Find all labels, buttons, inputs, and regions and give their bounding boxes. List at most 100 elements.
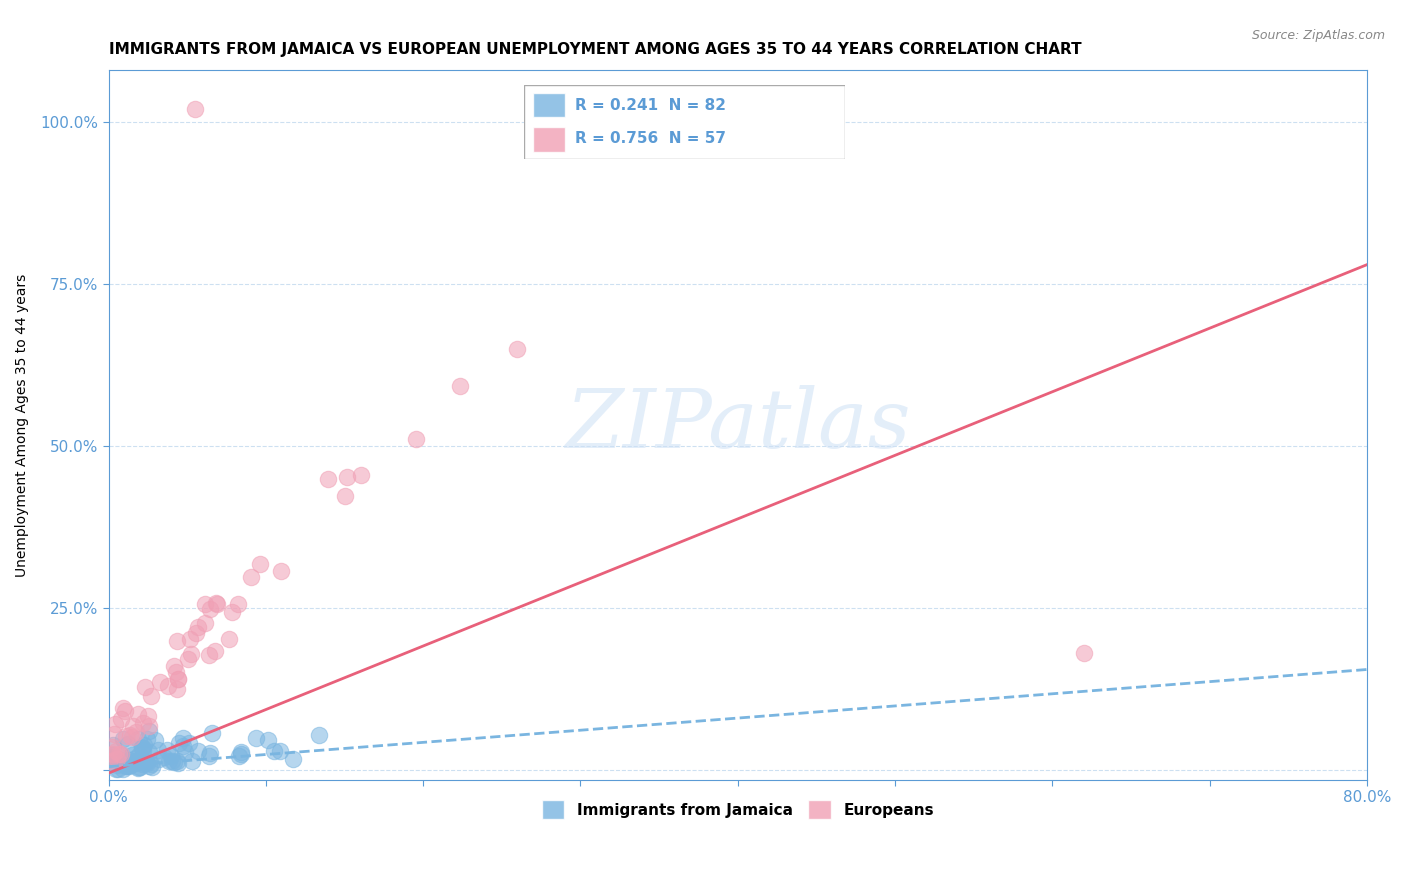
Point bbox=[139, 757, 162, 772]
Point bbox=[115, 755, 138, 769]
Point bbox=[111, 701, 134, 715]
Point bbox=[141, 759, 163, 773]
Point bbox=[122, 754, 145, 768]
Point bbox=[105, 758, 128, 772]
Point bbox=[98, 754, 121, 768]
Point bbox=[229, 746, 252, 760]
Point bbox=[118, 759, 141, 773]
Point bbox=[166, 682, 188, 697]
Legend: Immigrants from Jamaica, Europeans: Immigrants from Jamaica, Europeans bbox=[536, 794, 939, 825]
Point bbox=[316, 472, 339, 486]
Point bbox=[269, 744, 291, 758]
Point bbox=[139, 690, 162, 704]
Point bbox=[157, 679, 180, 693]
Point bbox=[204, 644, 226, 658]
Point bbox=[239, 570, 262, 584]
Point bbox=[163, 658, 186, 673]
Point bbox=[122, 756, 145, 770]
Point bbox=[101, 747, 124, 762]
Point bbox=[124, 755, 146, 769]
Point bbox=[201, 726, 224, 740]
Point bbox=[149, 675, 172, 690]
Point bbox=[105, 762, 128, 776]
Point bbox=[180, 754, 202, 768]
Point bbox=[115, 759, 138, 773]
Y-axis label: Unemployment Among Ages 35 to 44 years: Unemployment Among Ages 35 to 44 years bbox=[15, 273, 30, 576]
Point bbox=[101, 739, 124, 754]
Point bbox=[122, 719, 145, 733]
Point bbox=[207, 597, 229, 611]
Point bbox=[127, 707, 149, 722]
Point bbox=[124, 725, 146, 739]
Point bbox=[136, 709, 159, 723]
Point bbox=[131, 741, 153, 756]
Point bbox=[135, 732, 157, 747]
Point bbox=[104, 716, 127, 731]
Point bbox=[198, 747, 221, 761]
Point bbox=[105, 744, 128, 758]
Point bbox=[187, 744, 209, 758]
Point bbox=[128, 755, 150, 769]
Point bbox=[160, 749, 183, 764]
Point bbox=[221, 605, 243, 619]
Point bbox=[172, 739, 194, 753]
Point bbox=[127, 760, 149, 774]
Point bbox=[146, 743, 169, 757]
Point bbox=[281, 752, 304, 766]
Point bbox=[108, 752, 131, 766]
Point bbox=[229, 747, 252, 761]
Point bbox=[449, 379, 471, 393]
Point bbox=[98, 752, 121, 766]
Point bbox=[179, 736, 201, 750]
Point bbox=[128, 747, 150, 762]
Point bbox=[122, 752, 145, 766]
Point bbox=[143, 732, 166, 747]
Point bbox=[107, 762, 129, 776]
Point bbox=[194, 615, 217, 630]
Point bbox=[117, 737, 139, 751]
Point bbox=[167, 756, 190, 771]
Point bbox=[105, 755, 128, 769]
Point bbox=[135, 756, 157, 770]
Point bbox=[197, 748, 219, 763]
Point bbox=[270, 564, 292, 578]
Point bbox=[205, 597, 228, 611]
Point bbox=[121, 756, 143, 771]
Point bbox=[350, 468, 373, 483]
Point bbox=[120, 757, 142, 772]
Point bbox=[336, 470, 359, 484]
Point bbox=[127, 732, 149, 747]
Point bbox=[100, 754, 122, 768]
Point bbox=[132, 755, 155, 769]
Point bbox=[187, 620, 209, 634]
Point bbox=[228, 597, 250, 611]
Point bbox=[131, 740, 153, 755]
Point bbox=[132, 743, 155, 757]
Point bbox=[179, 632, 201, 646]
Point bbox=[172, 731, 194, 745]
Point bbox=[118, 758, 141, 772]
Text: Source: ZipAtlas.com: Source: ZipAtlas.com bbox=[1251, 29, 1385, 42]
Point bbox=[198, 601, 221, 615]
Point bbox=[194, 597, 217, 611]
Point bbox=[103, 755, 125, 769]
Point bbox=[167, 672, 190, 686]
Point bbox=[134, 738, 156, 752]
Point bbox=[169, 736, 191, 750]
Point bbox=[127, 761, 149, 775]
Point bbox=[184, 626, 207, 640]
Point bbox=[121, 748, 143, 763]
Point bbox=[111, 762, 134, 776]
Text: IMMIGRANTS FROM JAMAICA VS EUROPEAN UNEMPLOYMENT AMONG AGES 35 TO 44 YEARS CORRE: IMMIGRANTS FROM JAMAICA VS EUROPEAN UNEM… bbox=[108, 42, 1081, 57]
Point bbox=[101, 739, 124, 753]
Point bbox=[308, 728, 330, 742]
Point bbox=[180, 647, 202, 661]
Point bbox=[110, 712, 132, 726]
Point bbox=[114, 704, 136, 718]
Point bbox=[112, 732, 135, 747]
Point bbox=[111, 757, 134, 772]
Point bbox=[506, 342, 529, 356]
Point bbox=[101, 751, 124, 765]
Point bbox=[174, 745, 197, 759]
Point bbox=[131, 756, 153, 771]
